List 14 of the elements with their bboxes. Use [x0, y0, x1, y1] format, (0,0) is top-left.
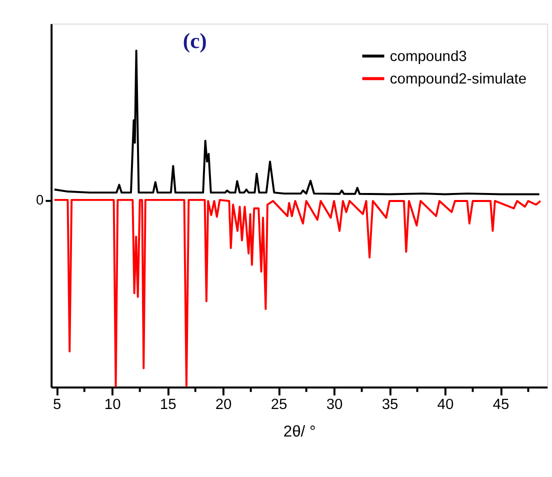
x-tick-label: 25: [270, 397, 288, 414]
x-axis-title: 2θ/ °: [283, 424, 316, 441]
x-tick-label: 45: [492, 397, 510, 414]
x-tick-label: 10: [104, 397, 121, 414]
text: 0: [36, 192, 44, 208]
chart-title: (c): [182, 29, 207, 54]
x-tick-label: 35: [382, 397, 398, 414]
legend-label: compound3: [390, 48, 467, 65]
x-tick-label: 20: [215, 397, 232, 414]
x-tick-label: 40: [437, 397, 454, 414]
x-tick-label: 15: [160, 397, 176, 414]
legend-label: compound2-simulate: [390, 72, 527, 88]
x-tick-label: 5: [53, 397, 62, 414]
x-tick-label: 30: [326, 397, 343, 414]
